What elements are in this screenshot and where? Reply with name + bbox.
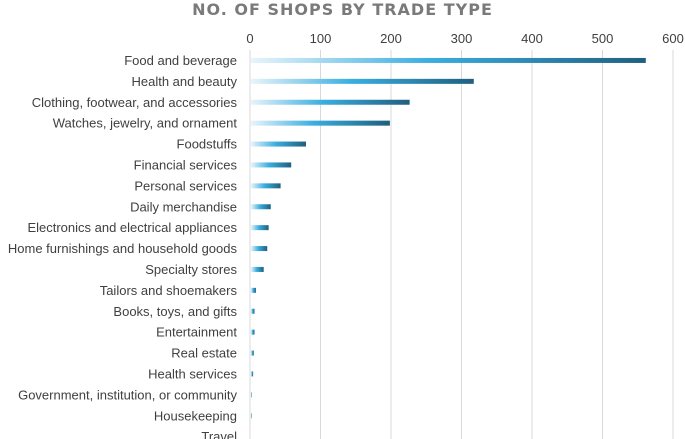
chart-title: NO. OF SHOPS BY TRADE TYPE	[192, 0, 493, 19]
category-labels: Food and beverage Health and beauty Clothi…	[8, 53, 238, 439]
bar	[251, 246, 268, 252]
bar	[251, 287, 256, 293]
category-label: Daily merchandise	[130, 199, 237, 214]
category-label: Health services	[148, 366, 237, 381]
x-tick-label: 200	[380, 31, 402, 46]
category-label: Travel	[201, 429, 237, 439]
x-tick-label: 600	[662, 31, 684, 46]
bar	[251, 266, 264, 272]
category-label: Tailors and shoemakers	[100, 283, 238, 298]
category-label: Books, toys, and gifts	[113, 304, 237, 319]
category-label: Foodstuffs	[177, 137, 238, 152]
category-label: Financial services	[134, 157, 238, 172]
category-label: Personal services	[134, 178, 237, 193]
category-label: Home furnishings and household goods	[8, 241, 238, 256]
category-label: Government, institution, or community	[18, 387, 237, 402]
bars	[251, 57, 646, 419]
bar	[251, 329, 255, 335]
bar	[251, 78, 474, 84]
bar	[251, 371, 254, 377]
bar	[251, 225, 269, 231]
category-label: Health and beauty	[131, 74, 237, 89]
x-tick-label: 400	[521, 31, 543, 46]
category-label: Watches, jewelry, and ornament	[53, 116, 238, 131]
bar	[251, 308, 255, 314]
bar	[251, 413, 252, 419]
x-tick-label: 0	[246, 31, 253, 46]
bar	[251, 57, 646, 63]
category-label: Food and beverage	[124, 53, 237, 68]
category-label: Housekeeping	[154, 408, 237, 423]
bar	[251, 392, 252, 398]
grid-lines	[249, 50, 674, 439]
x-tick-label: 500	[592, 31, 614, 46]
category-label: Real estate	[171, 346, 237, 361]
x-tick-label: 300	[451, 31, 473, 46]
bar	[251, 120, 390, 126]
bar	[251, 183, 281, 189]
bar	[251, 99, 410, 105]
category-label: Electronics and electrical appliances	[27, 220, 237, 235]
bar	[251, 141, 306, 147]
category-label: Clothing, footwear, and accessories	[32, 95, 238, 110]
bar	[251, 162, 292, 168]
category-label: Specialty stores	[145, 262, 237, 277]
bar	[251, 350, 254, 356]
category-label: Entertainment	[156, 325, 237, 340]
bar	[251, 204, 271, 210]
x-axis-ticks: 0 100 200 300 400 500 600	[246, 31, 683, 46]
x-tick-label: 100	[310, 31, 332, 46]
